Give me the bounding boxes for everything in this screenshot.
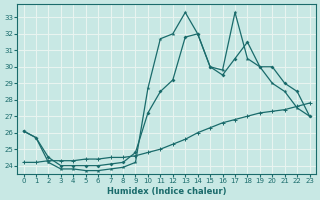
X-axis label: Humidex (Indice chaleur): Humidex (Indice chaleur): [107, 187, 226, 196]
